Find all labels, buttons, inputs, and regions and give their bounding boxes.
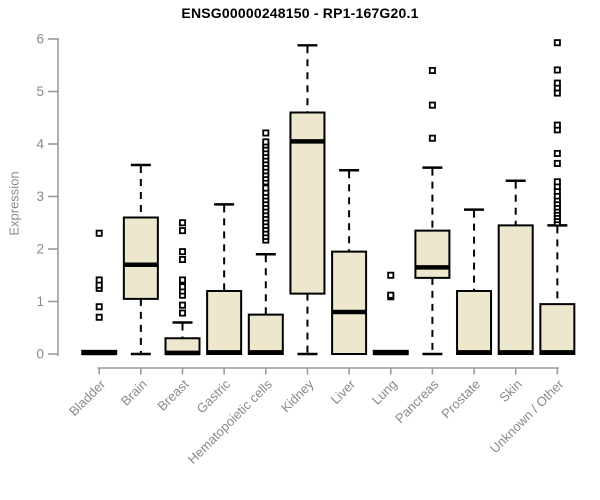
outlier-point <box>553 149 561 157</box>
chart-title: ENSG00000248150 - RP1-167G20.1 <box>181 5 419 21</box>
y-tick-label: 3 <box>36 189 44 204</box>
y-tick-label: 4 <box>36 137 44 152</box>
box-rect <box>206 290 243 355</box>
x-tick-label: Pancreas <box>392 376 442 426</box>
outlier-point <box>95 276 103 284</box>
box-kidney <box>289 44 326 356</box>
outlier-point <box>178 255 186 263</box>
box-rect <box>497 224 534 355</box>
outlier-point <box>262 184 270 192</box>
box-brain <box>122 163 159 356</box>
box-skin <box>497 179 534 355</box>
outlier-point <box>428 134 436 142</box>
y-tick-label: 6 <box>36 32 44 47</box>
x-tick-label: Kidney <box>278 376 317 415</box>
x-tick-label: Bladder <box>66 376 109 419</box>
box-rect <box>331 250 368 355</box>
outlier-point <box>262 138 270 146</box>
y-tick-label: 2 <box>36 242 44 257</box>
outlier-point <box>95 303 103 311</box>
box-rect <box>414 229 451 279</box>
outlier-point <box>95 313 103 321</box>
box-liver <box>331 169 368 355</box>
x-tick-label: Prostate <box>438 377 483 422</box>
x-tick-label: Unknown / Other <box>487 376 567 456</box>
outlier-point <box>553 159 561 167</box>
y-tick-label: 0 <box>36 347 44 362</box>
y-tick-label: 1 <box>36 294 44 309</box>
x-tick-label: Liver <box>328 376 359 407</box>
outlier-point <box>387 291 395 299</box>
outlier-point <box>178 276 186 284</box>
box-rect <box>247 313 284 355</box>
outlier-point <box>553 178 561 186</box>
box-lung <box>372 271 409 356</box>
outlier-point <box>178 227 186 235</box>
box-rect <box>539 303 576 355</box>
x-tick-label: Brain <box>118 377 150 409</box>
x-tick-label: Lung <box>369 377 400 408</box>
y-tick-label: 5 <box>36 84 44 99</box>
outlier-point <box>178 283 186 291</box>
outlier-point <box>428 67 436 75</box>
outlier-point <box>178 301 186 309</box>
box-prostate <box>456 208 493 355</box>
box-rect <box>456 290 493 355</box>
box-gastric <box>206 203 243 355</box>
box-bladder <box>81 229 118 356</box>
box-pancreas <box>414 67 451 356</box>
x-tick-label: Breast <box>154 376 191 413</box>
outlier-point <box>553 66 561 74</box>
outlier-point <box>553 39 561 47</box>
box-unknown-other <box>539 39 576 355</box>
outlier-point <box>262 129 270 137</box>
outlier-point <box>178 248 186 256</box>
outlier-point <box>553 121 561 129</box>
outlier-point <box>178 219 186 227</box>
outlier-point <box>428 101 436 109</box>
outlier-point <box>178 309 186 317</box>
box-breast <box>164 219 201 356</box>
outlier-point <box>553 79 561 87</box>
x-tick-label: Skin <box>496 377 524 405</box>
x-tick-label: Gastric <box>194 376 234 416</box>
box-hematopoietic-cells <box>247 129 284 355</box>
outlier-point <box>95 229 103 237</box>
outlier-point <box>387 271 395 279</box>
box-rect <box>122 216 159 300</box>
